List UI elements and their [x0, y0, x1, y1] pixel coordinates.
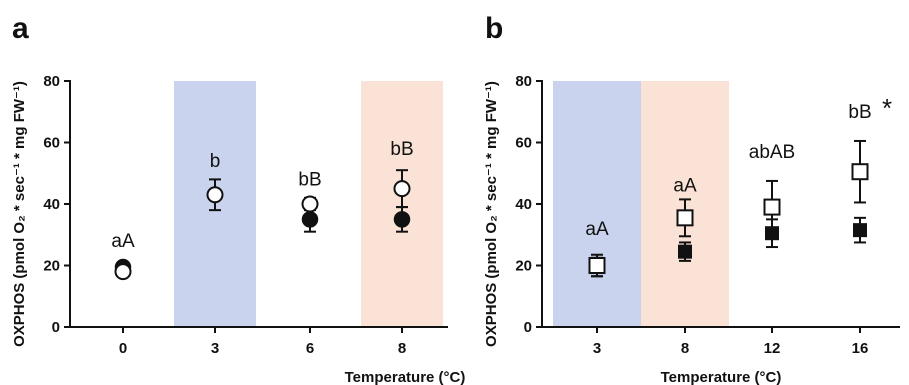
y-axis-title: OXPHOS (pmol O₂ * sec⁻¹ * mg FW⁻¹) [483, 81, 500, 347]
x-tick-label: 12 [764, 340, 781, 357]
x-tick-label: 8 [398, 340, 406, 357]
data-point-open-circle [114, 263, 132, 281]
y-tick-label: 80 [43, 73, 60, 90]
y-tick-label: 0 [524, 319, 532, 336]
y-tick-label: 40 [515, 196, 532, 213]
x-tick-label: 3 [211, 340, 219, 357]
x-tick-label: 16 [852, 340, 869, 357]
significance-letter: abAB [749, 142, 795, 163]
y-tick-label: 0 [52, 319, 60, 336]
significance-letter: aA [585, 219, 609, 240]
x-tick-label: 3 [593, 340, 601, 357]
x-tick-label: 8 [681, 340, 689, 357]
data-point-open-circle [393, 180, 411, 198]
significance-letter: b [210, 151, 221, 172]
y-tick-label: 20 [43, 258, 60, 275]
x-axis-title: Temperature (°C) [661, 369, 782, 385]
data-point-filled-circle [301, 211, 319, 228]
x-tick-label: 0 [119, 340, 127, 357]
y-tick-label: 40 [43, 196, 60, 213]
shaded-band-3 [553, 81, 641, 327]
panel-a: 0 20 40 60 80 0 3 6 8 Temperature (°C) OXPHOS (pmo… [11, 12, 465, 385]
y-tick-label: 60 [43, 135, 60, 152]
data-point-open-square [588, 257, 606, 274]
data-point-filled-square [678, 244, 692, 259]
data-point-open-square [763, 198, 781, 216]
significance-letter: bB [848, 102, 871, 123]
y-tick-label: 80 [515, 73, 532, 90]
x-axis-title: Temperature (°C) [345, 369, 466, 385]
panel-letter: a [12, 12, 29, 45]
data-point-filled-square [853, 223, 867, 238]
x-tick-label: 6 [306, 340, 314, 357]
data-point-filled-circle [393, 211, 411, 228]
significance-letter: bB [390, 139, 413, 160]
significance-letter: bB [298, 170, 321, 191]
panel-letter: b [485, 12, 503, 45]
panel-b: 0 20 40 60 80 3 8 12 16 Temperature (°C) OXPHOS (p… [483, 12, 900, 385]
y-tick-label: 60 [515, 135, 532, 152]
data-point-open-circle [206, 186, 224, 204]
data-point-open-circle [301, 195, 319, 213]
data-point-open-square [676, 209, 694, 227]
significance-letter: aA [111, 231, 135, 252]
data-point-open-square [851, 163, 869, 181]
significance-asterisk: * [882, 93, 892, 123]
significance-letter: aA [673, 176, 697, 197]
y-tick-label: 20 [515, 258, 532, 275]
y-axis-title: OXPHOS (pmol O₂ * sec⁻¹ * mg FW⁻¹) [11, 81, 28, 347]
